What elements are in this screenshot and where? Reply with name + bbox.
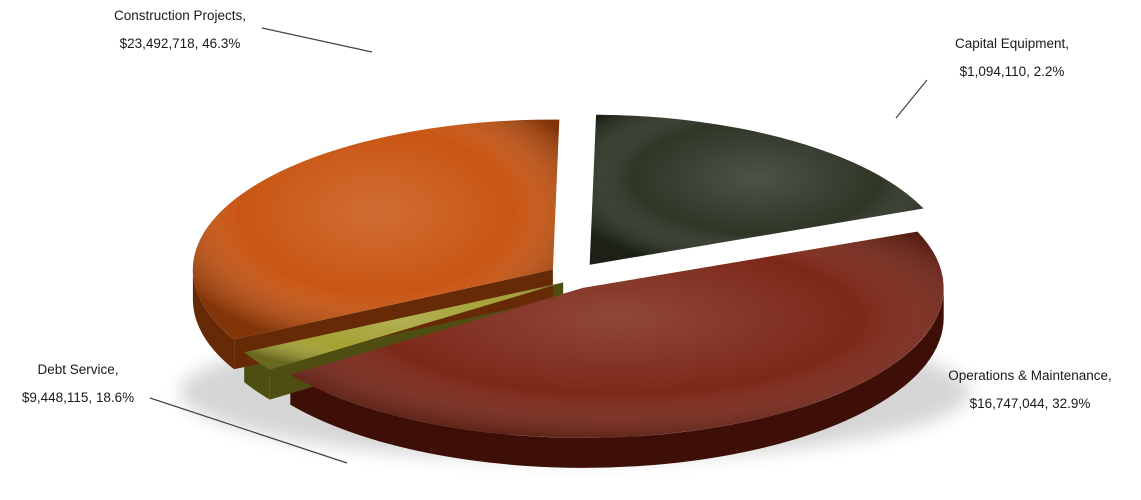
slice-label-value-capital-equipment: $1,094,110, 2.2% xyxy=(960,64,1065,79)
slice-label-name-construction-projects: Construction Projects, xyxy=(114,8,246,23)
pie-slice-shading-capital-equipment xyxy=(244,282,564,370)
slice-label-name-operations-and-maintenance: Operations & Maintenance, xyxy=(948,368,1112,383)
slice-label-value-operations-and-maintenance: $16,747,044, 32.9% xyxy=(970,396,1091,411)
leader-lines xyxy=(149,27,928,464)
leader-line-capital-equipment xyxy=(895,79,928,119)
leader-line-debt-service xyxy=(149,397,348,464)
slice-labels: Construction Projects, $23,492,718, 46.3%… xyxy=(22,8,1112,411)
slice-label-value-construction-projects: $23,492,718, 46.3% xyxy=(120,36,241,51)
slice-label-name-capital-equipment: Capital Equipment, xyxy=(955,36,1069,51)
pie-rim-construction-projects xyxy=(290,287,944,468)
slice-label-name-debt-service: Debt Service, xyxy=(37,362,118,377)
slice-label-value-debt-service: $9,448,115, 18.6% xyxy=(22,390,134,405)
pie-slice-shading-operations-and-maintenance xyxy=(192,119,560,340)
pie-slice-shading-construction-projects xyxy=(290,231,944,438)
pie-slice-shading-debt-service xyxy=(589,114,924,265)
pie-rim-operations-and-maintenance xyxy=(192,269,235,370)
leader-line-construction-projects xyxy=(261,27,373,53)
pie-slice-tops xyxy=(192,114,944,438)
